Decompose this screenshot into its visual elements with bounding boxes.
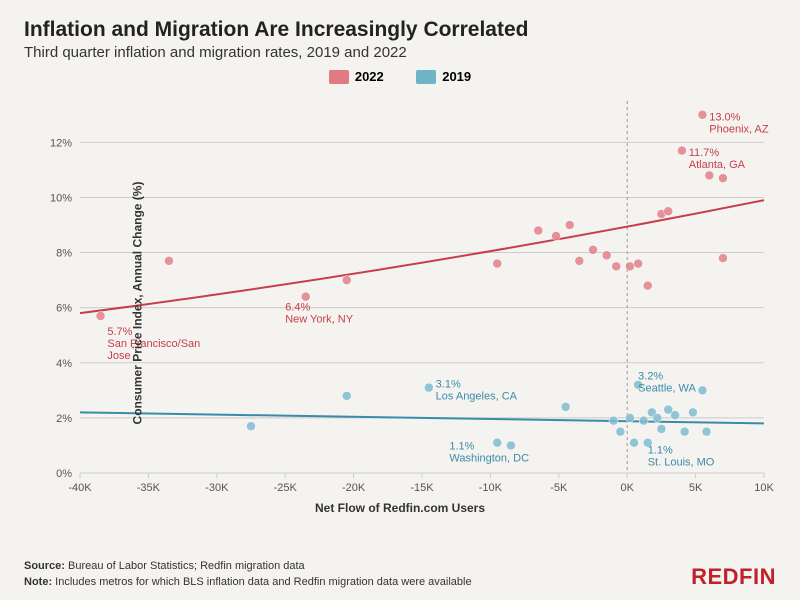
chart-container: Inflation and Migration Are Increasingly… <box>0 0 800 600</box>
legend-label-2019: 2019 <box>442 69 471 84</box>
footer-notes: Source: Bureau of Labor Statistics; Redf… <box>24 559 776 590</box>
svg-text:3.2%: 3.2% <box>638 370 663 382</box>
svg-text:-15K: -15K <box>410 482 434 494</box>
svg-text:5.7%: 5.7% <box>107 326 132 338</box>
svg-text:11.7%: 11.7% <box>689 147 720 159</box>
svg-text:-40K: -40K <box>68 482 92 494</box>
svg-text:-25K: -25K <box>274 482 298 494</box>
svg-text:-10K: -10K <box>479 482 503 494</box>
legend-item-2019: 2019 <box>416 69 471 84</box>
chart-area: Consumer Price Index, Annual Change (%) … <box>24 93 776 513</box>
svg-text:-35K: -35K <box>137 482 161 494</box>
x-axis-label: Net Flow of Redfin.com Users <box>315 501 485 515</box>
svg-text:0%: 0% <box>56 468 72 480</box>
redfin-logo: REDFIN <box>691 564 776 590</box>
svg-text:-30K: -30K <box>205 482 229 494</box>
legend: 2022 2019 <box>24 69 776 89</box>
chart-subtitle: Third quarter inflation and migration ra… <box>24 44 776 61</box>
svg-text:1.1%: 1.1% <box>648 444 673 456</box>
svg-text:8%: 8% <box>56 247 72 259</box>
svg-text:-5K: -5K <box>550 482 568 494</box>
svg-text:2%: 2% <box>56 412 72 424</box>
svg-text:0K: 0K <box>620 482 634 494</box>
svg-text:San Francisco/San: San Francisco/San <box>107 338 200 350</box>
svg-text:New York, NY: New York, NY <box>285 313 354 325</box>
legend-swatch-2019 <box>416 70 436 84</box>
source-line: Source: Bureau of Labor Statistics; Redf… <box>24 559 776 574</box>
svg-text:Washington, DC: Washington, DC <box>449 452 529 464</box>
svg-text:6%: 6% <box>56 302 72 314</box>
svg-text:Los Angeles, CA: Los Angeles, CA <box>436 390 518 402</box>
svg-text:St. Louis, MO: St. Louis, MO <box>648 456 715 468</box>
note-line: Note: Includes metros for which BLS infl… <box>24 575 776 590</box>
chart-title: Inflation and Migration Are Increasingly… <box>24 18 776 42</box>
svg-text:Phoenix, AZ: Phoenix, AZ <box>709 123 769 135</box>
svg-text:-20K: -20K <box>342 482 366 494</box>
svg-text:Seattle, WA: Seattle, WA <box>638 382 696 394</box>
legend-item-2022: 2022 <box>329 69 384 84</box>
y-axis-label: Consumer Price Index, Annual Change (%) <box>130 181 144 424</box>
svg-text:Atlanta, GA: Atlanta, GA <box>689 159 746 171</box>
svg-text:10%: 10% <box>50 192 72 204</box>
svg-text:6.4%: 6.4% <box>285 301 310 313</box>
svg-text:1.1%: 1.1% <box>449 440 474 452</box>
svg-text:Jose: Jose <box>107 350 130 362</box>
svg-text:12%: 12% <box>50 137 72 149</box>
svg-text:5K: 5K <box>689 482 703 494</box>
svg-text:4%: 4% <box>56 357 72 369</box>
legend-swatch-2022 <box>329 70 349 84</box>
svg-text:10K: 10K <box>754 482 774 494</box>
svg-text:3.1%: 3.1% <box>436 378 461 390</box>
legend-label-2022: 2022 <box>355 69 384 84</box>
svg-text:13.0%: 13.0% <box>709 111 740 123</box>
